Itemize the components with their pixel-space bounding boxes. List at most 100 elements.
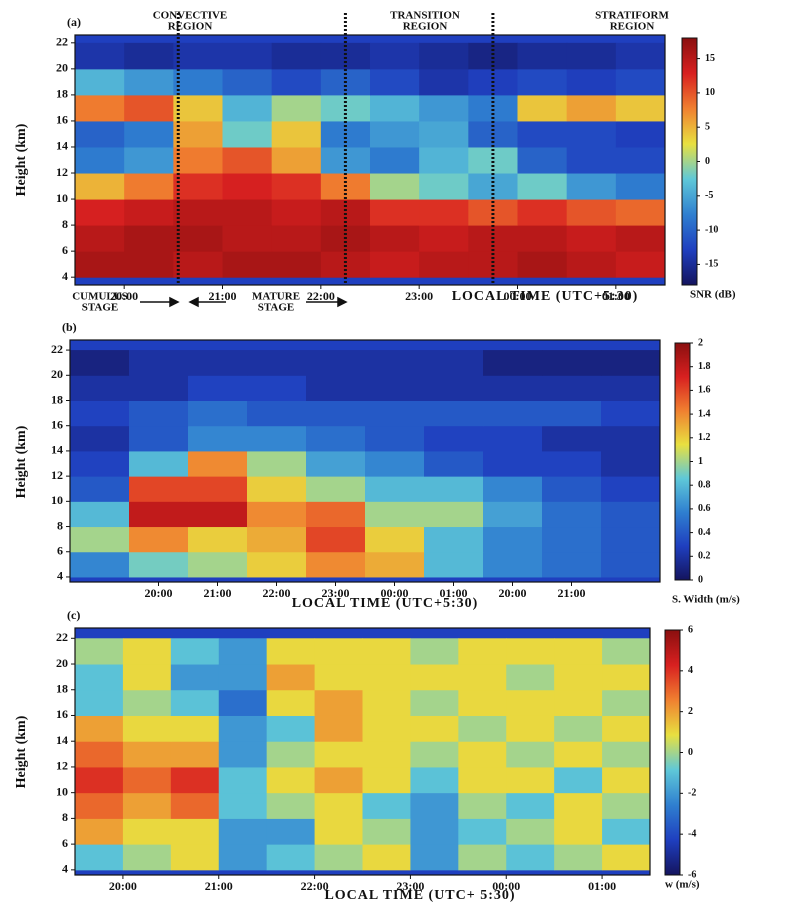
heat-cell	[247, 501, 307, 528]
y-tick-label: 16	[56, 113, 68, 127]
heat-cell	[566, 199, 617, 226]
heat-cell	[188, 400, 248, 427]
heat-cell	[517, 42, 568, 70]
colorbar-tick-label: 0	[688, 747, 693, 758]
heat-cell	[188, 375, 248, 401]
heat-cell	[419, 146, 469, 174]
y-tick-label: 14	[56, 139, 68, 153]
y-axis-label: Height (km)	[14, 123, 29, 196]
y-tick-label: 8	[62, 810, 68, 824]
heat-cell	[129, 375, 189, 401]
y-tick-label: 8	[57, 518, 63, 532]
y-axis-label: Height (km)	[14, 425, 29, 498]
heat-cell	[554, 664, 603, 691]
heat-cell	[602, 664, 651, 691]
arrow-head	[188, 296, 199, 308]
heat-cell	[306, 526, 366, 553]
heat-cell	[222, 146, 273, 174]
heat-cell	[566, 120, 617, 148]
y-tick-label: 22	[51, 342, 63, 356]
heat-cell	[542, 350, 602, 376]
heat-cell	[173, 42, 223, 70]
heat-cell	[75, 818, 124, 845]
heat-cell	[517, 199, 568, 226]
heat-cell	[410, 792, 459, 819]
heat-cell	[75, 638, 124, 665]
heat-cell	[218, 715, 268, 742]
heat-cell	[506, 818, 555, 845]
heat-cell	[124, 42, 174, 70]
heat-cell	[601, 501, 661, 528]
heat-cell	[554, 689, 603, 716]
heat-cell	[424, 476, 484, 502]
heat-cell	[370, 94, 420, 122]
heat-cell	[247, 450, 307, 477]
heat-cell	[554, 715, 603, 742]
heat-cell	[506, 766, 555, 794]
heat-cell	[222, 68, 273, 96]
colorbar-tick-label: 1.8	[698, 361, 711, 372]
heat-cell	[601, 400, 661, 427]
heat-cell	[419, 94, 469, 122]
y-tick-label: 6	[57, 544, 63, 558]
heat-cell	[362, 792, 411, 819]
plot-frame	[69, 339, 661, 583]
colorbar-tick-label: 6	[688, 624, 693, 635]
heat-cell	[365, 425, 425, 452]
heat-cell	[424, 425, 484, 452]
heat-cell	[247, 375, 307, 401]
heat-cell	[266, 844, 316, 871]
y-axis-label: Height (km)	[14, 715, 29, 788]
y-tick-label: 10	[56, 784, 68, 798]
heat-cell	[170, 818, 220, 845]
heat-cell	[75, 792, 124, 819]
heat-cell	[266, 664, 316, 691]
colorbar-tick-label: 0	[698, 574, 703, 585]
heat-cell	[306, 476, 366, 502]
y-tick-label: 12	[56, 165, 68, 179]
heat-cell	[458, 664, 507, 691]
heat-cell	[602, 792, 651, 819]
heat-cell	[122, 818, 172, 845]
heat-cell	[122, 664, 172, 691]
heat-cell	[506, 664, 555, 691]
heat-cell	[458, 689, 507, 716]
heat-cell	[173, 173, 223, 200]
heat-cell	[419, 68, 469, 96]
heat-cell	[424, 526, 484, 553]
heat-cell	[70, 476, 130, 502]
heat-cell	[458, 715, 507, 742]
heat-cell	[458, 766, 507, 794]
heat-cell	[483, 501, 543, 528]
heat-cell	[483, 350, 543, 376]
heat-cell	[129, 450, 189, 477]
colorbar-tick-label: 5	[705, 121, 710, 132]
heat-cell	[365, 450, 425, 477]
heat-cell	[483, 400, 543, 427]
heat-cell	[483, 425, 543, 452]
heat-cell	[247, 476, 307, 502]
heat-cell	[222, 42, 273, 70]
heat-cell	[173, 94, 223, 122]
heat-cell	[271, 68, 322, 96]
heat-cell	[218, 766, 268, 794]
heat-cell	[173, 146, 223, 174]
heat-cell	[554, 792, 603, 819]
y-tick-label: 6	[62, 836, 68, 850]
heat-cell	[566, 68, 617, 96]
heat-cell	[458, 638, 507, 665]
heat-cell	[271, 146, 322, 174]
x-axis-label: LOCAL TIME (UTC+ 5:30)	[324, 888, 515, 903]
heat-cell	[70, 526, 130, 553]
heat-cell	[218, 792, 268, 819]
heat-cell	[314, 689, 363, 716]
heat-cell	[124, 251, 174, 278]
heat-cell	[75, 251, 125, 278]
x-tick-label: 21:00	[204, 586, 232, 600]
colorbar-tick-label: 1.4	[698, 408, 711, 419]
heat-cell	[602, 766, 651, 794]
heat-cell	[70, 400, 130, 427]
heat-cell	[458, 844, 507, 871]
